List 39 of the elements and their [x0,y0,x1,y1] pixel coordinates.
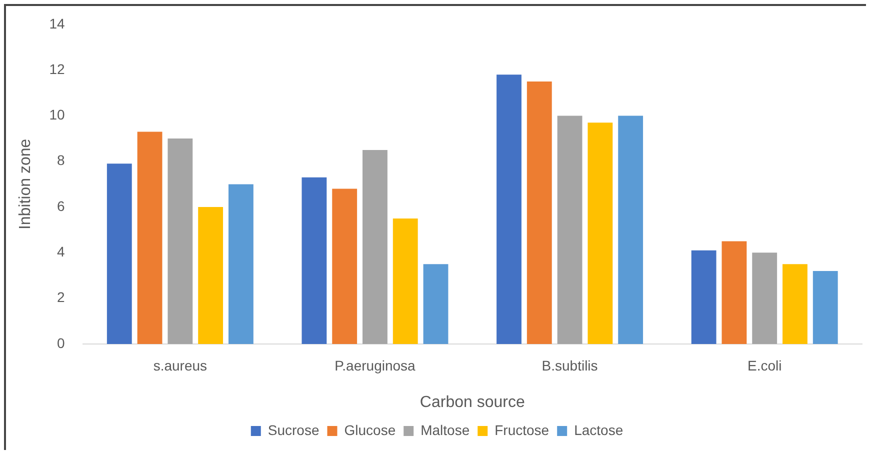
bar [496,74,522,344]
legend-label: Glucose [344,422,396,438]
bar [302,177,327,344]
bar [228,184,254,344]
bar [168,138,193,344]
y-tick-label: 10 [49,106,65,123]
legend-label: Fructose [494,422,550,438]
x-tick-label: B.subtilis [542,357,598,374]
y-tick-label: 8 [56,152,65,168]
y-axis-title: Inbition zone [17,138,34,230]
legend-label: Lactose [574,422,624,438]
bar [618,116,644,344]
y-tick-label: 6 [56,198,65,214]
bar [526,81,552,344]
legend-label: Maltose [420,422,470,438]
bar [691,250,716,344]
y-tick-label: 14 [49,15,65,32]
y-tick-label: 2 [56,289,65,306]
bar [423,264,448,344]
bar [362,150,388,344]
x-axis-title: Carbon source [420,394,525,411]
bar [557,116,582,344]
bar [392,218,418,344]
x-tick-label: s.aureus [153,357,208,374]
x-tick-label: P.aeruginosa [334,357,416,374]
bar [137,132,162,344]
x-tick-label: E.coli [747,357,782,374]
bar [752,252,778,344]
y-tick-label: 4 [56,244,65,260]
bar [722,241,747,344]
y-tick-label: 0 [56,334,65,351]
bar [782,264,808,344]
legend-label: Sucrose [268,422,320,438]
bar [812,270,838,344]
bar [106,164,132,344]
bar [332,188,358,344]
bar [198,207,224,344]
bar [588,122,613,344]
y-tick-label: 12 [49,60,65,77]
